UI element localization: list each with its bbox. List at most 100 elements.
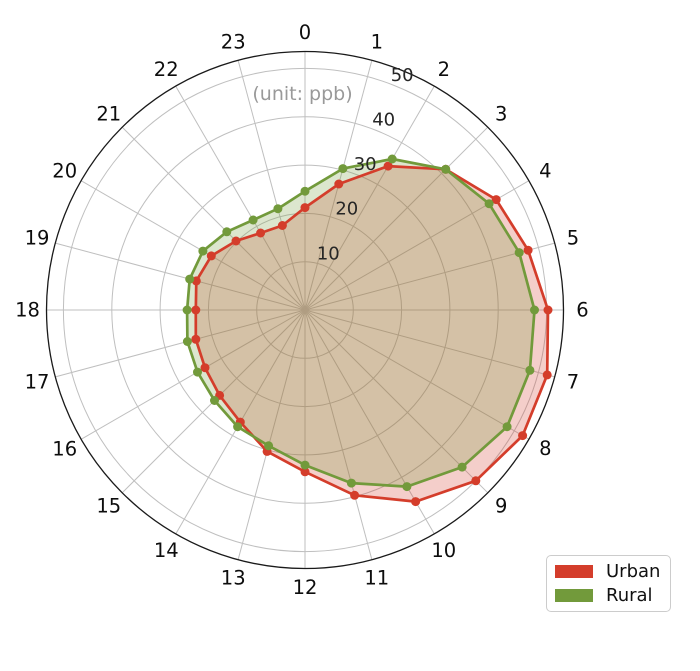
- hour-label-20: 20: [52, 160, 77, 183]
- data-point-rural-h18: [182, 305, 192, 315]
- data-point-urban-h5: [523, 245, 533, 255]
- data-point-rural-h23: [273, 204, 283, 214]
- hour-label-15: 15: [96, 495, 121, 518]
- data-point-urban-h12: [300, 467, 310, 477]
- data-point-rural-h20: [198, 246, 208, 256]
- legend-swatch-rural: [555, 589, 593, 602]
- grid-spoke-17: [55, 309, 306, 378]
- data-point-rural-h10: [402, 482, 412, 492]
- series-fill-rural: [187, 159, 535, 487]
- data-point-rural-h2: [387, 154, 397, 164]
- data-point-urban-h20: [206, 251, 216, 261]
- hour-label-10: 10: [431, 539, 456, 562]
- data-point-rural-h1: [338, 164, 348, 174]
- grid-spoke-22: [175, 85, 306, 311]
- legend-swatch-urban: [555, 565, 593, 578]
- legend-item-rural: Rural: [555, 584, 662, 607]
- data-point-rural-h11: [346, 478, 356, 488]
- data-point-urban-h11: [350, 490, 360, 500]
- grid-spoke-7: [304, 309, 555, 378]
- hour-label-1: 1: [371, 31, 383, 54]
- hour-label-7: 7: [567, 370, 579, 393]
- hour-label-19: 19: [25, 227, 50, 250]
- grid-spoke-9: [304, 309, 489, 494]
- grid-spoke-21: [121, 126, 306, 311]
- data-point-rural-h14: [233, 422, 243, 432]
- data-point-rural-h8: [502, 422, 512, 432]
- data-point-rural-h6: [530, 305, 539, 315]
- hour-label-6: 6: [576, 299, 588, 322]
- hour-label-9: 9: [495, 495, 507, 518]
- data-point-urban-h10: [411, 497, 421, 507]
- unit-annotation: (unit: ppb): [252, 83, 352, 105]
- data-point-rural-h19: [185, 274, 195, 284]
- data-point-rural-h21: [222, 227, 232, 237]
- hour-label-22: 22: [154, 58, 179, 81]
- data-point-urban-h23: [277, 221, 287, 230]
- hour-label-18: 18: [15, 299, 40, 322]
- data-point-rural-h16: [193, 367, 202, 377]
- data-point-urban-h4: [491, 195, 501, 205]
- radial-tick-label-10: 10: [317, 243, 340, 264]
- hour-label-17: 17: [25, 370, 50, 393]
- radial-tick-label-50: 50: [391, 65, 414, 86]
- hour-label-21: 21: [96, 102, 121, 125]
- data-point-rural-h22: [248, 215, 258, 225]
- data-point-urban-h21: [231, 236, 241, 246]
- radial-tick-label-30: 30: [354, 154, 377, 175]
- radial-tick-label-20: 20: [335, 199, 358, 220]
- data-point-urban-h6: [543, 305, 553, 315]
- data-point-urban-h22: [256, 228, 266, 238]
- hour-label-4: 4: [539, 160, 551, 183]
- hour-label-2: 2: [438, 58, 450, 81]
- data-point-rural-h5: [514, 248, 524, 258]
- grid-spoke-2: [304, 85, 435, 311]
- grid-spoke-23: [237, 60, 306, 311]
- grid-spoke-20: [80, 180, 306, 311]
- series-fill-urban: [195, 166, 549, 502]
- data-point-rural-h15: [210, 396, 219, 405]
- data-point-rural-h7: [525, 365, 535, 375]
- data-point-urban-h0: [300, 203, 310, 213]
- data-point-rural-h3: [441, 164, 451, 174]
- hour-label-13: 13: [221, 567, 246, 590]
- legend-box: Urban Rural: [546, 555, 671, 612]
- data-point-rural-h4: [484, 199, 494, 209]
- grid-spoke-11: [304, 309, 373, 560]
- grid-spoke-3: [304, 126, 489, 311]
- grid-spoke-16: [80, 309, 306, 440]
- data-point-urban-h2: [383, 161, 393, 171]
- data-point-rural-h17: [182, 337, 192, 346]
- data-point-rural-h9: [457, 462, 467, 472]
- data-point-urban-h8: [518, 431, 528, 441]
- hour-label-16: 16: [52, 437, 77, 460]
- radial-tick-label-40: 40: [372, 109, 395, 130]
- data-point-urban-h7: [542, 370, 552, 380]
- hour-label-5: 5: [567, 227, 579, 250]
- outer-ring: [45, 50, 565, 570]
- data-point-urban-h9: [471, 476, 481, 486]
- data-point-rural-h0: [300, 186, 310, 196]
- data-point-urban-h1: [334, 179, 344, 189]
- hour-label-11: 11: [364, 567, 389, 590]
- grid-spoke-13: [237, 309, 306, 560]
- data-point-rural-h13: [264, 441, 274, 451]
- legend-label-urban: Urban: [606, 560, 661, 582]
- hour-label-12: 12: [293, 576, 318, 599]
- grid-spoke-19: [55, 242, 306, 311]
- hour-label-23: 23: [221, 31, 246, 54]
- legend-item-urban: Urban: [555, 560, 662, 583]
- hour-label-14: 14: [154, 539, 179, 562]
- legend-label-rural: Rural: [606, 584, 653, 606]
- hour-label-8: 8: [539, 437, 551, 460]
- grid-spoke-5: [304, 242, 555, 311]
- hour-label-0: 0: [299, 21, 311, 44]
- grid-spoke-8: [304, 309, 530, 440]
- hour-label-3: 3: [495, 102, 507, 125]
- data-point-rural-h12: [300, 460, 310, 470]
- grid-spoke-10: [304, 309, 435, 535]
- data-point-urban-h16: [200, 363, 210, 373]
- data-point-urban-h17: [191, 334, 201, 344]
